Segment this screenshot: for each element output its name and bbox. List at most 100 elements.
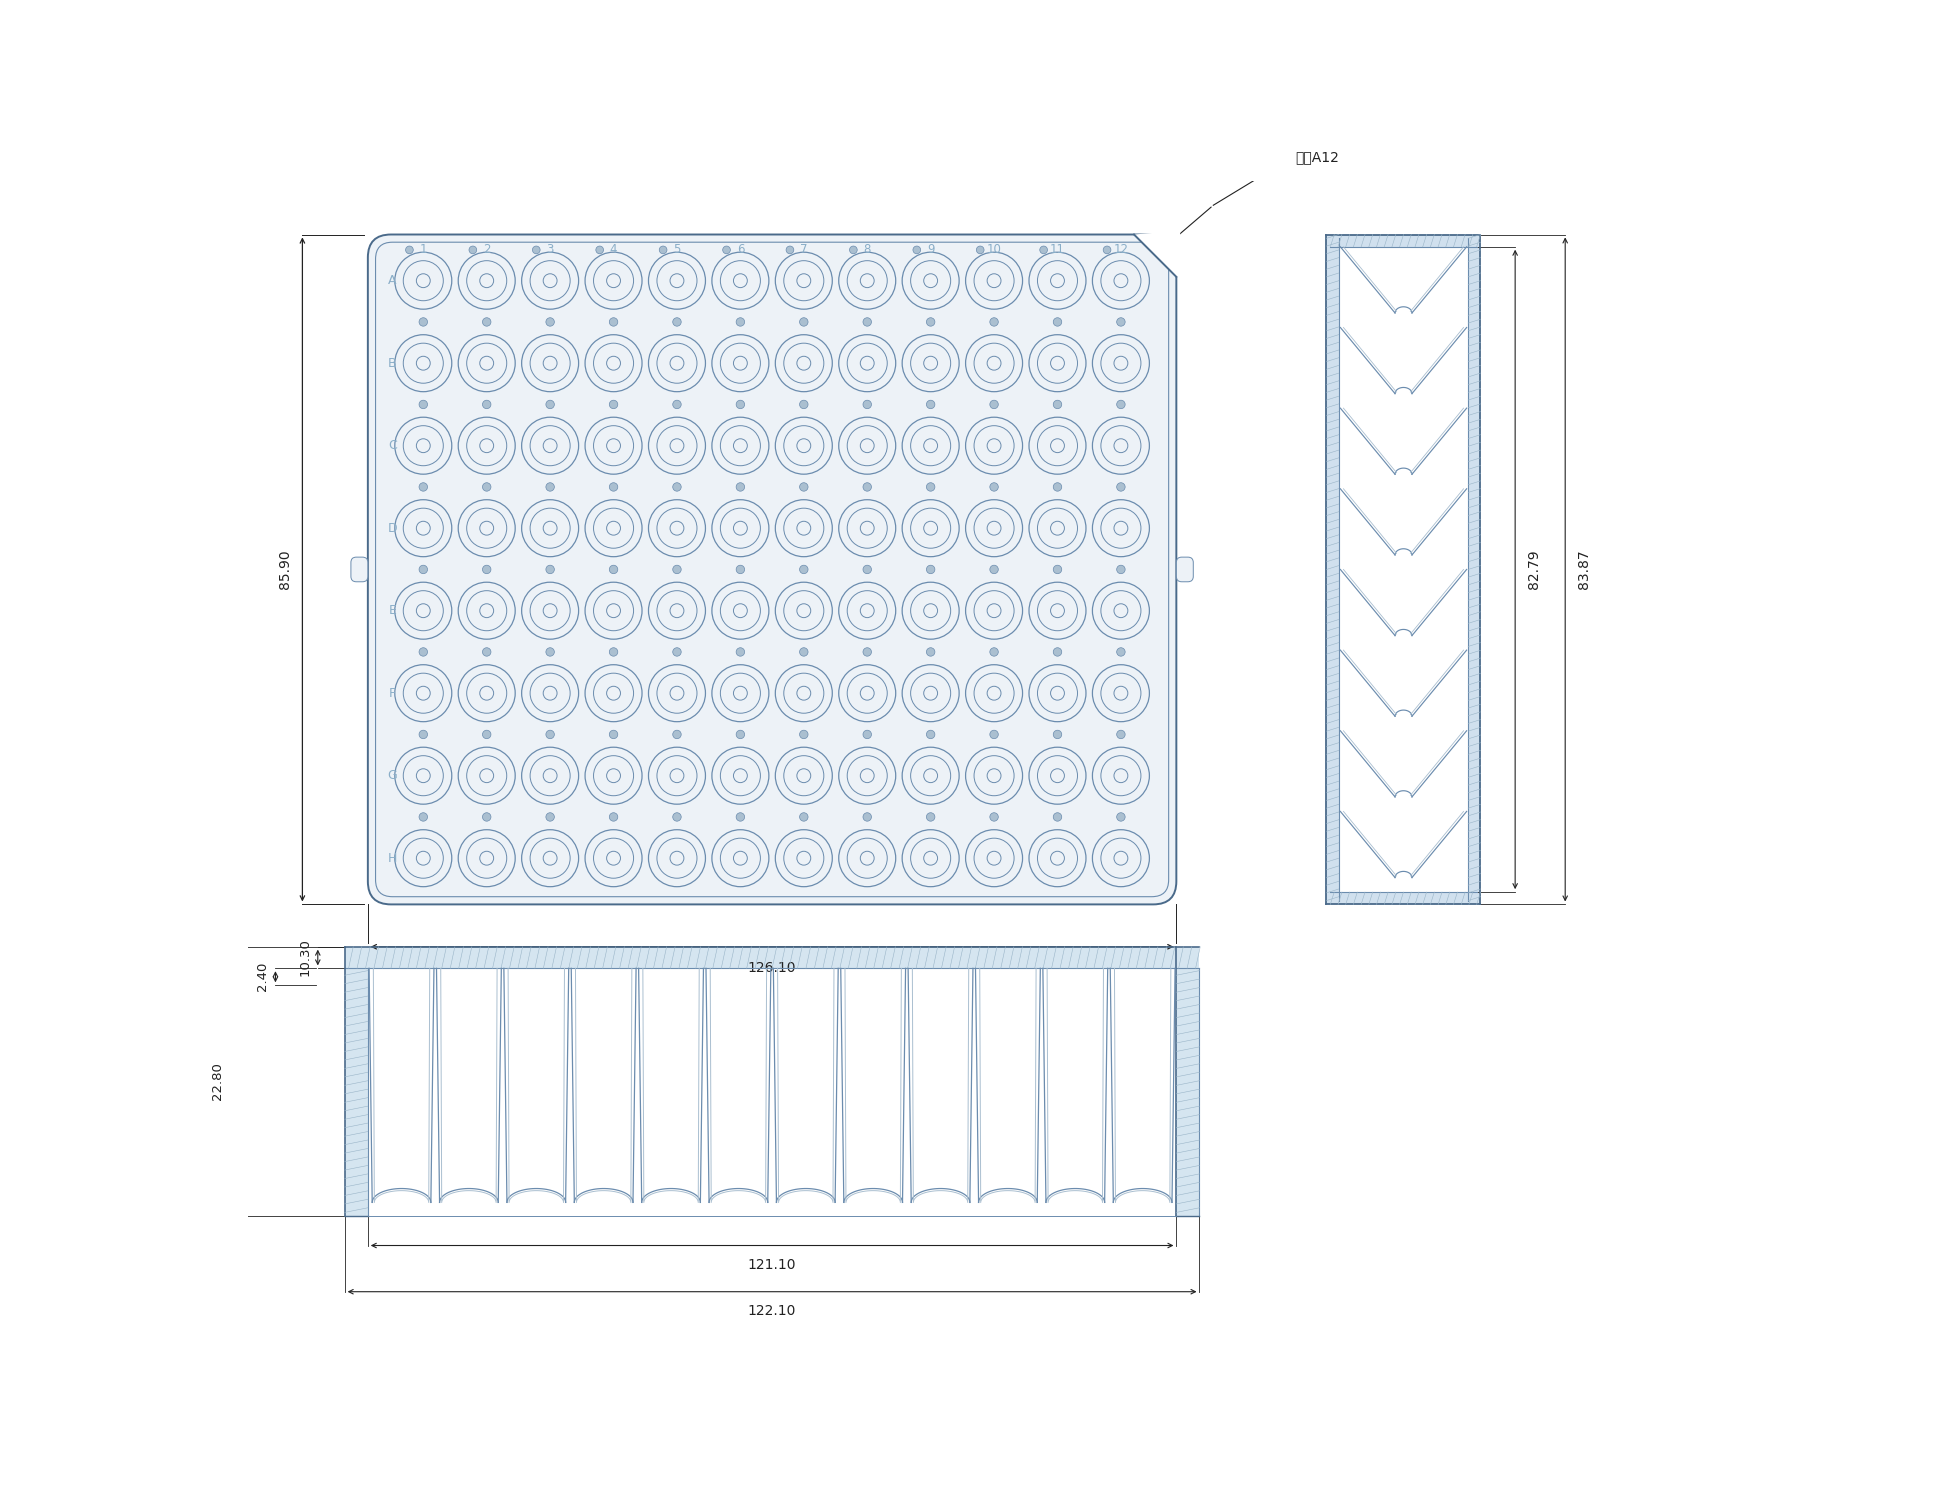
Text: H: H (388, 852, 397, 865)
Circle shape (1052, 483, 1062, 491)
Circle shape (610, 566, 618, 573)
Circle shape (925, 400, 935, 409)
Circle shape (672, 647, 682, 656)
Circle shape (545, 566, 553, 573)
Circle shape (1116, 483, 1124, 491)
Circle shape (799, 318, 808, 327)
Circle shape (545, 647, 553, 656)
Text: 5: 5 (672, 244, 680, 256)
Text: 12: 12 (1112, 244, 1128, 256)
Circle shape (1116, 566, 1124, 573)
Circle shape (658, 245, 666, 254)
Circle shape (736, 730, 744, 739)
Circle shape (785, 245, 793, 254)
Circle shape (610, 400, 618, 409)
Circle shape (1052, 566, 1062, 573)
Text: 121.10: 121.10 (748, 1258, 797, 1272)
Circle shape (723, 245, 730, 254)
Circle shape (912, 245, 919, 254)
Circle shape (990, 730, 997, 739)
Text: 4: 4 (610, 244, 618, 256)
Circle shape (1052, 400, 1062, 409)
Circle shape (863, 318, 871, 327)
Circle shape (483, 566, 491, 573)
Circle shape (483, 318, 491, 327)
Circle shape (672, 483, 682, 491)
Circle shape (799, 730, 808, 739)
Circle shape (1038, 245, 1046, 254)
Circle shape (1116, 647, 1124, 656)
Circle shape (610, 813, 618, 822)
Circle shape (419, 730, 427, 739)
Circle shape (545, 400, 553, 409)
Circle shape (736, 566, 744, 573)
Circle shape (419, 566, 427, 573)
Circle shape (1052, 730, 1062, 739)
Text: F: F (390, 686, 395, 700)
FancyBboxPatch shape (351, 557, 368, 582)
Circle shape (483, 647, 491, 656)
FancyBboxPatch shape (1177, 557, 1192, 582)
Circle shape (545, 483, 553, 491)
Circle shape (990, 647, 997, 656)
Circle shape (672, 813, 682, 822)
Text: 85.90: 85.90 (279, 549, 292, 590)
Text: 9: 9 (927, 244, 933, 256)
Circle shape (419, 400, 427, 409)
Text: 2.40: 2.40 (255, 962, 269, 992)
Circle shape (990, 483, 997, 491)
Circle shape (610, 483, 618, 491)
Circle shape (672, 730, 682, 739)
Circle shape (1116, 730, 1124, 739)
Text: 1: 1 (419, 244, 427, 256)
Text: 83.87: 83.87 (1576, 549, 1592, 590)
Circle shape (1052, 813, 1062, 822)
Circle shape (925, 647, 935, 656)
Circle shape (469, 245, 477, 254)
Circle shape (419, 483, 427, 491)
Text: 11: 11 (1050, 244, 1064, 256)
Circle shape (1103, 245, 1110, 254)
Circle shape (736, 318, 744, 327)
Circle shape (736, 813, 744, 822)
Circle shape (483, 400, 491, 409)
Text: B: B (388, 357, 397, 370)
Circle shape (863, 400, 871, 409)
Text: 82.79: 82.79 (1527, 549, 1541, 590)
Text: 8: 8 (863, 244, 871, 256)
Circle shape (736, 483, 744, 491)
Circle shape (1052, 647, 1062, 656)
Circle shape (990, 566, 997, 573)
Polygon shape (1134, 230, 1180, 277)
Circle shape (990, 400, 997, 409)
Circle shape (799, 647, 808, 656)
Circle shape (863, 566, 871, 573)
Circle shape (610, 318, 618, 327)
Circle shape (849, 245, 857, 254)
Circle shape (736, 647, 744, 656)
FancyBboxPatch shape (368, 235, 1177, 905)
Text: 3: 3 (545, 244, 553, 256)
Circle shape (545, 730, 553, 739)
Text: 7: 7 (799, 244, 806, 256)
Circle shape (863, 483, 871, 491)
Circle shape (925, 813, 935, 822)
Circle shape (405, 245, 413, 254)
Text: 122.10: 122.10 (748, 1303, 797, 1318)
Circle shape (925, 730, 935, 739)
Circle shape (799, 813, 808, 822)
Circle shape (736, 400, 744, 409)
Text: 2: 2 (483, 244, 491, 256)
Text: C: C (388, 439, 397, 452)
Circle shape (1116, 318, 1124, 327)
Circle shape (799, 483, 808, 491)
Text: E: E (388, 604, 395, 617)
Circle shape (672, 318, 682, 327)
Circle shape (545, 318, 553, 327)
Circle shape (672, 566, 682, 573)
Text: 6: 6 (736, 244, 744, 256)
Circle shape (799, 400, 808, 409)
Circle shape (532, 245, 540, 254)
Circle shape (419, 647, 427, 656)
Circle shape (863, 647, 871, 656)
